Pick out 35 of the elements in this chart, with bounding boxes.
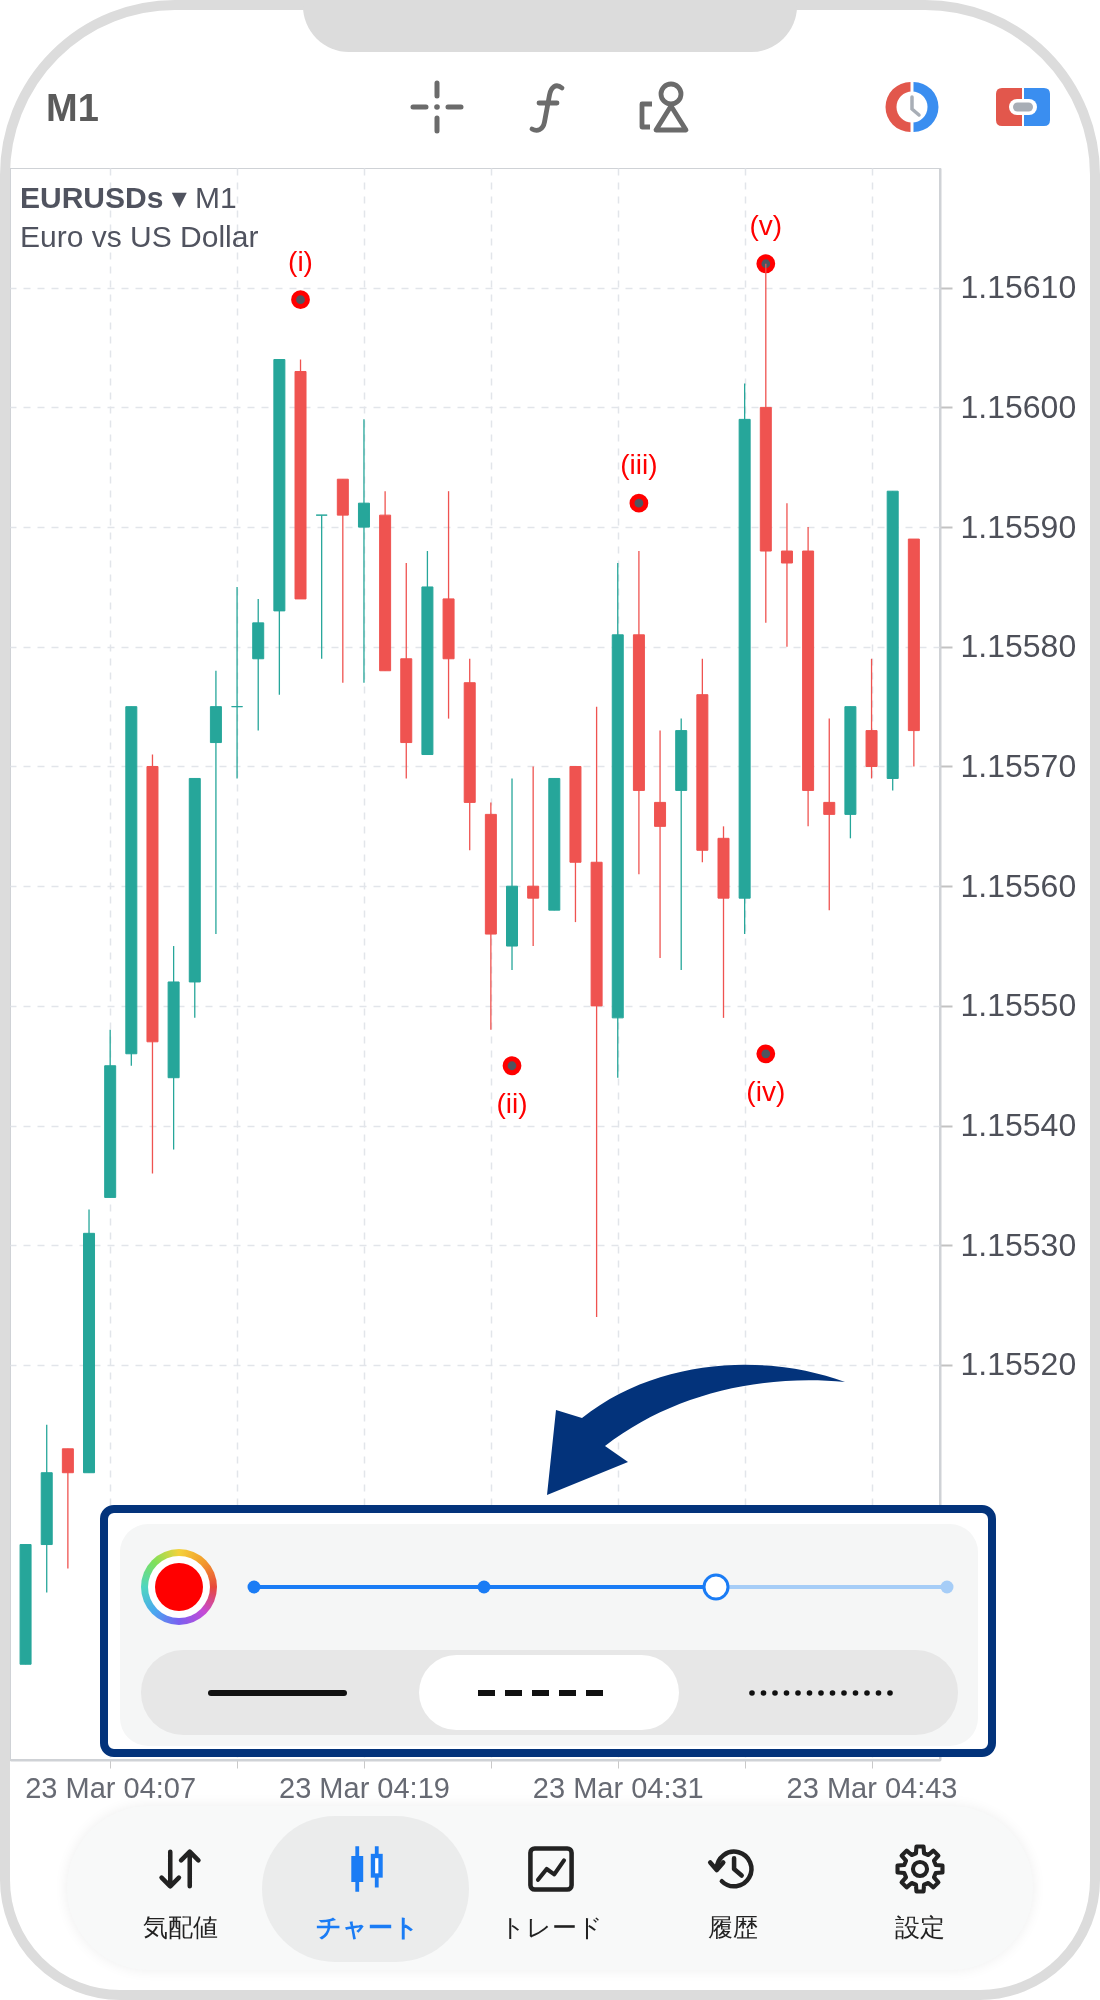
candlestick	[61, 1448, 74, 1570]
x-tick-label: 23 Mar 04:07	[25, 1771, 197, 1804]
candlestick	[231, 586, 244, 780]
annotation: (i)	[288, 245, 313, 277]
candlestick	[654, 729, 667, 959]
y-tick-label: 1.15590	[960, 508, 1077, 545]
annotation: (v)	[749, 209, 783, 241]
y-tick-label: 1.15520	[960, 1346, 1077, 1383]
text: 設定	[894, 1912, 946, 1942]
annotation: (ii)	[496, 1087, 528, 1119]
text: 気配値	[141, 1912, 219, 1942]
annotation: (iii)	[620, 449, 658, 481]
candlestick	[823, 717, 836, 911]
candlestick	[780, 502, 793, 648]
text: Euro vs US Dollar	[20, 219, 259, 255]
candlestick	[315, 514, 328, 660]
y-tick-label: 1.15570	[960, 748, 1077, 784]
y-tick-label: 1.15560	[960, 867, 1077, 904]
candlestick	[527, 765, 540, 947]
y-tick-label: 1.15540	[960, 1107, 1077, 1144]
y-tick-label: 1.15530	[960, 1226, 1077, 1263]
chart-title: EURUSDs ▾ M1	[20, 181, 237, 214]
x-tick-label: 23 Mar 04:31	[532, 1771, 704, 1804]
y-tick-label: 1.15610	[960, 269, 1077, 306]
x-tick-label: 23 Mar 04:43	[786, 1771, 958, 1804]
text: チャート	[314, 1912, 420, 1942]
x-tick-label: 23 Mar 04:19	[279, 1771, 450, 1804]
text: 履歴	[707, 1912, 759, 1942]
y-tick-label: 1.15580	[960, 628, 1077, 665]
candlestick	[357, 418, 370, 684]
text: M1	[46, 86, 99, 130]
y-tick-label: 1.15600	[960, 388, 1077, 425]
text: トレード	[498, 1912, 604, 1942]
y-tick-label: 1.15550	[960, 987, 1077, 1024]
annotation: (iv)	[746, 1075, 786, 1107]
